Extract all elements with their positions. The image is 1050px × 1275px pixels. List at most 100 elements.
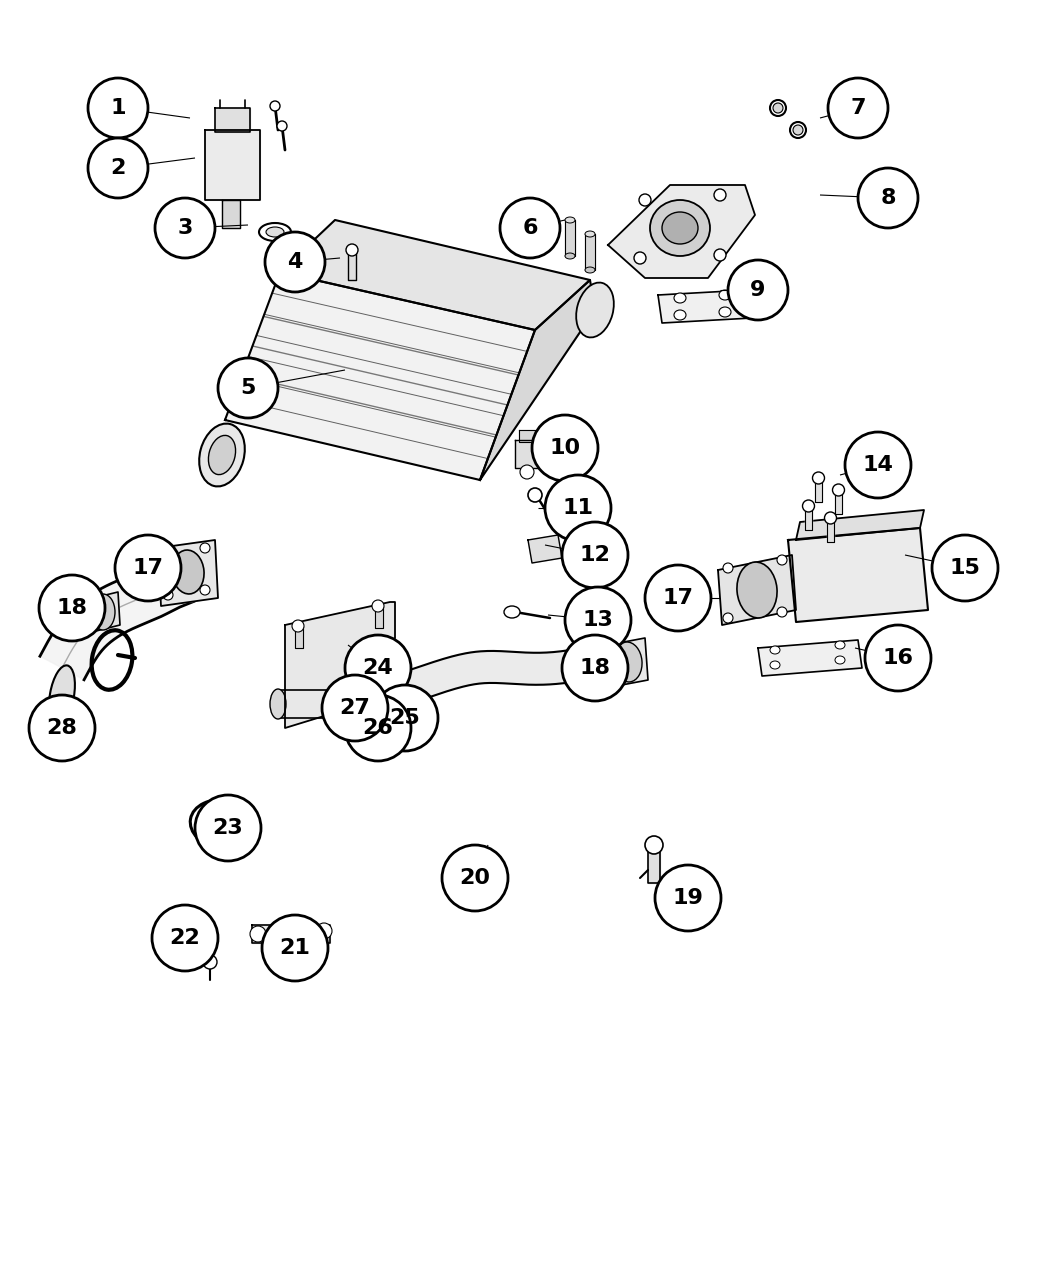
Ellipse shape — [585, 266, 595, 273]
Text: 16: 16 — [882, 648, 914, 668]
Ellipse shape — [777, 555, 788, 565]
Ellipse shape — [645, 836, 663, 854]
Polygon shape — [758, 640, 862, 676]
Polygon shape — [585, 235, 595, 270]
Text: 14: 14 — [862, 455, 894, 476]
Circle shape — [116, 536, 181, 601]
Ellipse shape — [835, 657, 845, 664]
Ellipse shape — [770, 646, 780, 654]
Polygon shape — [215, 108, 250, 133]
Circle shape — [545, 476, 611, 541]
Ellipse shape — [316, 923, 332, 938]
Circle shape — [88, 138, 148, 198]
Text: 10: 10 — [549, 439, 581, 458]
Ellipse shape — [565, 217, 575, 223]
Ellipse shape — [723, 613, 733, 623]
Ellipse shape — [266, 227, 284, 237]
Ellipse shape — [250, 926, 266, 942]
Text: 1: 1 — [110, 98, 126, 119]
Text: 15: 15 — [949, 558, 981, 578]
Ellipse shape — [163, 547, 173, 557]
Circle shape — [345, 635, 411, 701]
Polygon shape — [348, 695, 356, 715]
Text: 13: 13 — [583, 609, 613, 630]
Polygon shape — [375, 606, 383, 629]
Ellipse shape — [345, 688, 361, 719]
Circle shape — [532, 414, 598, 481]
Ellipse shape — [639, 194, 651, 207]
Ellipse shape — [662, 212, 698, 244]
Text: 23: 23 — [212, 819, 244, 838]
Text: 28: 28 — [46, 718, 78, 738]
Polygon shape — [835, 490, 842, 514]
Polygon shape — [285, 602, 395, 728]
Polygon shape — [788, 528, 928, 622]
Text: 2: 2 — [110, 158, 126, 178]
Circle shape — [828, 78, 888, 138]
Ellipse shape — [292, 620, 304, 632]
Ellipse shape — [634, 252, 646, 264]
Text: 17: 17 — [663, 588, 693, 608]
Circle shape — [645, 565, 711, 631]
Ellipse shape — [802, 500, 815, 513]
Circle shape — [322, 674, 388, 741]
Ellipse shape — [520, 465, 534, 479]
Ellipse shape — [565, 252, 575, 259]
Polygon shape — [252, 924, 330, 944]
Ellipse shape — [346, 690, 357, 700]
Ellipse shape — [189, 915, 203, 929]
Polygon shape — [205, 130, 260, 200]
Text: 20: 20 — [460, 868, 490, 887]
Ellipse shape — [346, 244, 358, 256]
Circle shape — [565, 586, 631, 653]
Ellipse shape — [259, 223, 291, 241]
Ellipse shape — [163, 590, 173, 601]
Ellipse shape — [91, 594, 116, 630]
Circle shape — [29, 695, 94, 761]
Ellipse shape — [203, 955, 217, 969]
Ellipse shape — [49, 666, 75, 724]
Text: 22: 22 — [170, 928, 201, 949]
Polygon shape — [158, 541, 218, 606]
Ellipse shape — [813, 472, 824, 484]
Ellipse shape — [777, 607, 788, 617]
Ellipse shape — [723, 564, 733, 572]
Polygon shape — [215, 830, 240, 840]
Ellipse shape — [737, 562, 777, 618]
Ellipse shape — [719, 307, 731, 317]
Ellipse shape — [504, 606, 520, 618]
Ellipse shape — [585, 231, 595, 237]
Ellipse shape — [528, 488, 542, 502]
Circle shape — [562, 521, 628, 588]
Ellipse shape — [200, 543, 210, 553]
Polygon shape — [355, 696, 363, 718]
Circle shape — [655, 864, 721, 931]
Text: 11: 11 — [563, 499, 593, 518]
Text: 8: 8 — [880, 187, 896, 208]
Polygon shape — [192, 924, 200, 947]
Circle shape — [152, 905, 218, 972]
Polygon shape — [718, 555, 796, 625]
Text: 7: 7 — [850, 98, 866, 119]
Ellipse shape — [614, 643, 642, 682]
Ellipse shape — [270, 101, 280, 111]
Text: 18: 18 — [580, 658, 610, 678]
Text: 3: 3 — [177, 218, 193, 238]
Text: 27: 27 — [339, 697, 371, 718]
Ellipse shape — [714, 189, 726, 201]
Polygon shape — [222, 200, 240, 228]
Polygon shape — [608, 638, 648, 687]
Polygon shape — [528, 536, 562, 564]
Text: 26: 26 — [362, 718, 394, 738]
Ellipse shape — [277, 121, 287, 131]
Polygon shape — [796, 510, 924, 541]
Polygon shape — [648, 848, 660, 884]
Circle shape — [845, 432, 911, 499]
Ellipse shape — [773, 103, 783, 113]
Ellipse shape — [824, 513, 837, 524]
Ellipse shape — [674, 293, 686, 303]
Polygon shape — [280, 221, 590, 330]
Text: 5: 5 — [240, 377, 256, 398]
Polygon shape — [85, 592, 120, 632]
Ellipse shape — [576, 283, 614, 338]
